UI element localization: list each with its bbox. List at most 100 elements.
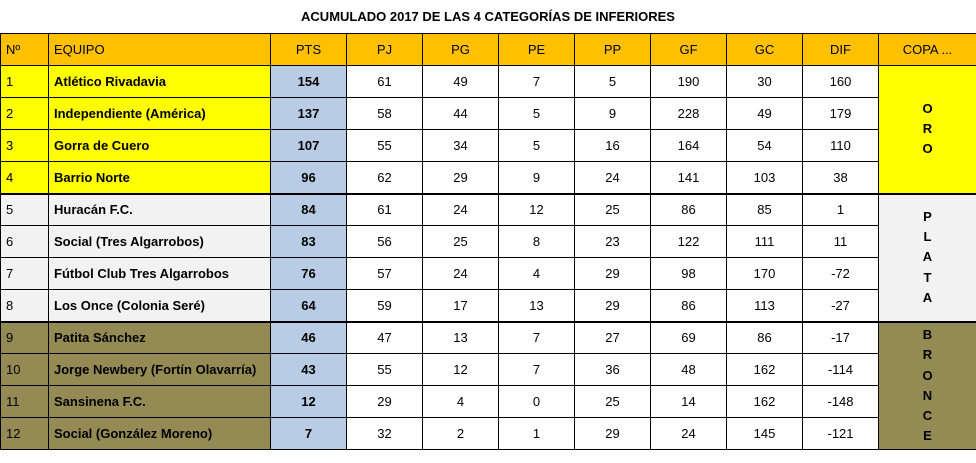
played: 61 xyxy=(346,192,423,226)
table-row: 11 Sansinena F.C. 12 29 4 0 25 14 162 -148 xyxy=(0,385,976,418)
drawn: 13 xyxy=(498,289,575,322)
goal-difference: -148 xyxy=(802,385,879,418)
table-title: ACUMULADO 2017 DE LAS 4 CATEGORÍAS DE IN… xyxy=(0,0,976,33)
drawn: 7 xyxy=(498,353,575,386)
drawn: 12 xyxy=(498,192,575,226)
goals-for: 24 xyxy=(650,417,727,450)
lost: 25 xyxy=(574,192,651,226)
won: 13 xyxy=(422,320,499,354)
goals-for: 86 xyxy=(650,289,727,322)
team-name: Independiente (América) xyxy=(48,97,271,130)
points: 83 xyxy=(270,225,347,258)
played: 57 xyxy=(346,257,423,290)
header-pp: PP xyxy=(574,33,651,66)
won: 2 xyxy=(422,417,499,450)
drawn: 4 xyxy=(498,257,575,290)
drawn: 0 xyxy=(498,385,575,418)
played: 59 xyxy=(346,289,423,322)
lost: 29 xyxy=(574,289,651,322)
goal-difference: -27 xyxy=(802,289,879,322)
points: 154 xyxy=(270,65,347,98)
table-row: 5 Huracán F.C. 84 61 24 12 25 86 85 1 P L A T A xyxy=(0,192,976,322)
points: 7 xyxy=(270,417,347,450)
team-name: Patita Sánchez xyxy=(48,320,271,354)
goals-for: 98 xyxy=(650,257,727,290)
drawn: 5 xyxy=(498,129,575,162)
played: 55 xyxy=(346,353,423,386)
goals-for: 14 xyxy=(650,385,727,418)
points: 76 xyxy=(270,257,347,290)
goal-difference: 179 xyxy=(802,97,879,130)
goal-difference: 160 xyxy=(802,65,879,98)
standings-body: 1 Atlético Rivadavia 154 61 49 7 5 190 30 160 O R O 2… xyxy=(0,65,976,450)
lost: 16 xyxy=(574,129,651,162)
header-dif: DIF xyxy=(802,33,879,66)
header-pj: PJ xyxy=(346,33,423,66)
points: 43 xyxy=(270,353,347,386)
goal-difference: 38 xyxy=(802,161,879,194)
table-row: 9 Patita Sánchez 46 47 13 7 27 69 86 -17 B R O N C E xyxy=(0,320,976,450)
won: 24 xyxy=(422,257,499,290)
goals-against: 54 xyxy=(726,129,803,162)
row-number: 5 xyxy=(0,192,49,226)
won: 24 xyxy=(422,192,499,226)
points: 84 xyxy=(270,192,347,226)
goals-against: 111 xyxy=(726,225,803,258)
points: 107 xyxy=(270,129,347,162)
played: 32 xyxy=(346,417,423,450)
won: 17 xyxy=(422,289,499,322)
table-row: 7 Fútbol Club Tres Algarrobos 76 57 24 4 29 98 1… xyxy=(0,257,976,290)
goal-difference: 11 xyxy=(802,225,879,258)
lost: 25 xyxy=(574,385,651,418)
team-name: Atlético Rivadavia xyxy=(48,65,271,98)
played: 47 xyxy=(346,320,423,354)
won: 4 xyxy=(422,385,499,418)
table-row: 12 Social (González Moreno) 7 32 2 1 29 24 145 -1… xyxy=(0,417,976,450)
goals-for: 69 xyxy=(650,320,727,354)
team-name: Jorge Newbery (Fortín Olavarría) xyxy=(48,353,271,386)
row-number: 9 xyxy=(0,320,49,354)
row-number: 8 xyxy=(0,289,49,322)
played: 56 xyxy=(346,225,423,258)
team-name: Social (González Moreno) xyxy=(48,417,271,450)
table-row: 1 Atlético Rivadavia 154 61 49 7 5 190 30 160 O R O xyxy=(0,65,976,194)
goals-for: 190 xyxy=(650,65,727,98)
goal-difference: -17 xyxy=(802,320,879,354)
table-row: 6 Social (Tres Algarrobos) 83 56 25 8 23 122 111… xyxy=(0,225,976,258)
lost: 29 xyxy=(574,417,651,450)
played: 55 xyxy=(346,129,423,162)
drawn: 1 xyxy=(498,417,575,450)
team-name: Barrio Norte xyxy=(48,161,271,194)
team-name: Los Once (Colonia Seré) xyxy=(48,289,271,322)
won: 29 xyxy=(422,161,499,194)
header-gf: GF xyxy=(650,33,727,66)
standings-table: Nº EQUIPO PTS PJ PG PE PP GF GC DIF COPA… xyxy=(0,33,976,450)
played: 61 xyxy=(346,65,423,98)
header-gc: GC xyxy=(726,33,803,66)
goals-against: 170 xyxy=(726,257,803,290)
lost: 36 xyxy=(574,353,651,386)
header-team: EQUIPO xyxy=(48,33,271,66)
goals-against: 145 xyxy=(726,417,803,450)
goal-difference: -72 xyxy=(802,257,879,290)
header-pe: PE xyxy=(498,33,575,66)
drawn: 5 xyxy=(498,97,575,130)
won: 44 xyxy=(422,97,499,130)
drawn: 8 xyxy=(498,225,575,258)
played: 62 xyxy=(346,161,423,194)
goal-difference: 1 xyxy=(802,192,879,226)
lost: 27 xyxy=(574,320,651,354)
goals-against: 103 xyxy=(726,161,803,194)
goal-difference: 110 xyxy=(802,129,879,162)
header-copa: COPA ... xyxy=(878,33,976,66)
table-row: 4 Barrio Norte 96 62 29 9 24 141 103 38 xyxy=(0,161,976,194)
drawn: 7 xyxy=(498,320,575,354)
goals-for: 48 xyxy=(650,353,727,386)
goals-against: 49 xyxy=(726,97,803,130)
points: 64 xyxy=(270,289,347,322)
row-number: 1 xyxy=(0,65,49,98)
lost: 23 xyxy=(574,225,651,258)
lost: 5 xyxy=(574,65,651,98)
